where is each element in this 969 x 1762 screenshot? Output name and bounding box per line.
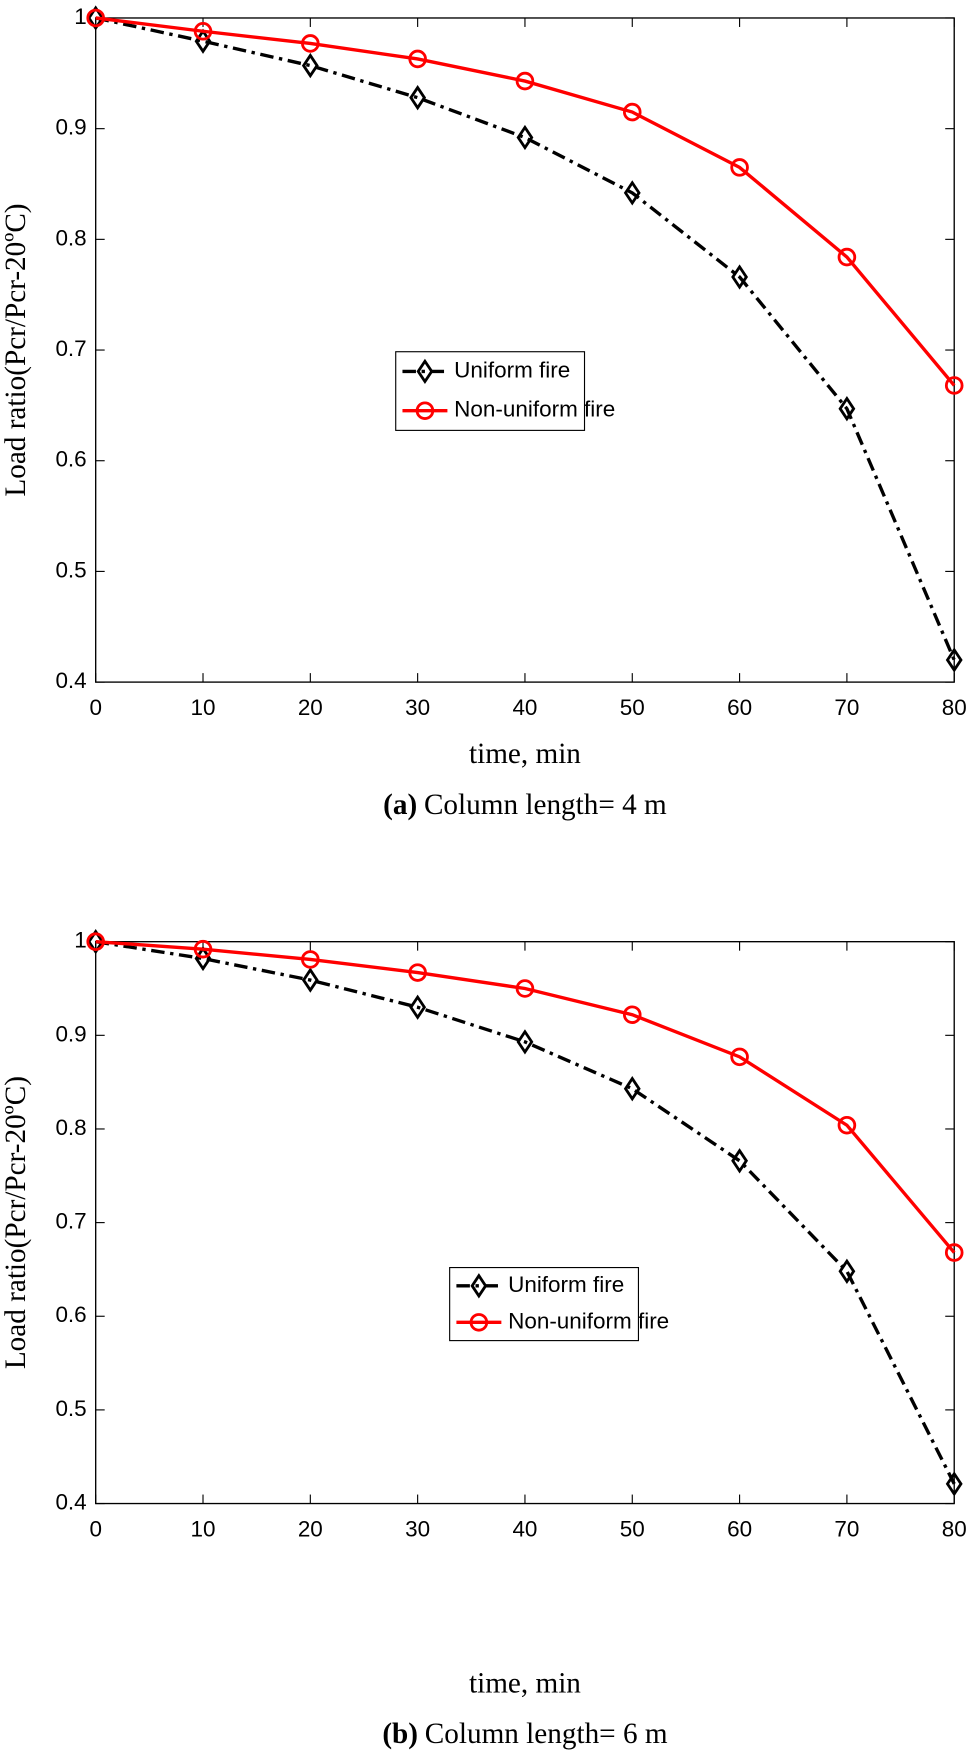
legend-marker: [415, 401, 435, 420]
marker: [86, 932, 105, 951]
y-tick-label: 0.9: [55, 1021, 86, 1046]
plot-area: [95, 17, 955, 683]
y-tick-label: 0.9: [55, 115, 86, 140]
y-axis-label: Load ratio(Pcr/Pcr-20ºC): [0, 203, 32, 496]
marker: [944, 376, 964, 395]
marker: [731, 1148, 749, 1174]
legend-label: Uniform fire: [454, 357, 570, 382]
caption: (a) Column length= 4 m: [383, 789, 667, 821]
caption-label: (a): [383, 789, 417, 821]
marker: [193, 939, 213, 959]
x-axis-label: time, min: [469, 1667, 581, 1699]
x-tick-label: 20: [298, 695, 323, 720]
marker: [409, 994, 427, 1020]
chart: 0 10 20 30 40 50 60 70 80 0.4 0.5 0.6 0.7 0.8 0.9 1 time…: [0, 4, 967, 821]
marker: [515, 71, 535, 91]
caption-text: Column length= 4 m: [424, 789, 667, 821]
x-tick-label: 50: [620, 695, 645, 720]
caption-text: Column length= 6 m: [425, 1718, 668, 1750]
marker: [87, 929, 105, 955]
y-tick-label: 0.7: [55, 336, 86, 361]
marker: [730, 158, 749, 177]
x-tick-label: 60: [727, 1516, 752, 1541]
x-tick-label: 70: [834, 1516, 859, 1541]
y-tick-label: 0.4: [55, 1489, 86, 1514]
x-tick-label: 80: [942, 695, 967, 720]
marker: [408, 49, 427, 69]
marker: [515, 979, 535, 998]
series-line: [95, 16, 956, 387]
y-tick-label: 0.8: [55, 1115, 86, 1140]
marker: [409, 85, 427, 111]
x-tick-label: 20: [298, 1516, 323, 1541]
x-tick-label: 40: [512, 1516, 537, 1541]
x-tick-label: 80: [942, 1516, 967, 1541]
x-tick-label: 30: [405, 695, 430, 720]
marker: [945, 1471, 963, 1497]
legend-label: Uniform fire: [508, 1272, 624, 1297]
marker: [623, 1076, 641, 1102]
legend-label: Non-uniform fire: [508, 1308, 669, 1333]
legend-marker: [469, 1313, 489, 1332]
x-tick-label: 10: [191, 1516, 216, 1541]
x-tick-label: 30: [405, 1516, 430, 1541]
marker: [944, 1243, 964, 1262]
y-tick-label: 1: [74, 4, 87, 29]
marker: [731, 264, 749, 290]
marker: [622, 1005, 642, 1024]
x-tick-label: 0: [89, 1516, 102, 1541]
plot-area: [95, 941, 955, 1505]
marker: [838, 396, 856, 422]
marker: [516, 124, 534, 151]
chart: 0 10 20 30 40 50 60 70 80 0.4 0.5 0.6 0.7 0.8 0.9 1 time…: [0, 928, 967, 1750]
y-axis-label: Load ratio(Pcr/Pcr-20ºC): [0, 1076, 32, 1369]
marker: [301, 950, 320, 969]
x-tick-label: 10: [191, 695, 216, 720]
marker: [301, 967, 319, 993]
series-line: [95, 940, 956, 1485]
marker: [945, 647, 963, 673]
x-tick-label: 0: [89, 695, 102, 720]
series-line: [95, 16, 956, 661]
marker: [837, 1115, 857, 1135]
x-tick-label: 50: [620, 1516, 645, 1541]
marker: [837, 247, 857, 267]
marker: [838, 1258, 856, 1284]
marker: [730, 1047, 749, 1067]
marker: [86, 8, 105, 28]
series-line: [95, 939, 956, 1254]
legend-marker: [416, 358, 434, 385]
y-tick-label: 0.5: [55, 557, 86, 582]
marker: [408, 963, 427, 982]
marker: [516, 1029, 534, 1055]
y-tick-label: 0.5: [55, 1396, 86, 1421]
x-tick-label: 70: [834, 695, 859, 720]
caption: (b) Column length= 6 m: [382, 1718, 668, 1750]
y-tick-label: 0.8: [55, 225, 86, 250]
x-tick-label: 60: [727, 695, 752, 720]
marker: [301, 34, 320, 53]
y-tick-label: 1: [74, 928, 87, 953]
y-tick-label: 0.7: [55, 1209, 86, 1234]
y-tick-label: 0.4: [55, 668, 86, 693]
marker: [193, 21, 213, 41]
marker: [87, 5, 105, 31]
legend-marker: [470, 1273, 488, 1299]
legend-label: Non-uniform fire: [454, 397, 615, 422]
y-tick-label: 0.6: [55, 447, 86, 472]
x-tick-label: 40: [512, 695, 537, 720]
marker: [623, 180, 641, 206]
marker: [301, 52, 319, 79]
y-tick-label: 0.6: [55, 1302, 86, 1327]
caption-label: (b): [382, 1718, 418, 1750]
x-axis-label: time, min: [469, 738, 581, 770]
marker: [622, 102, 642, 122]
